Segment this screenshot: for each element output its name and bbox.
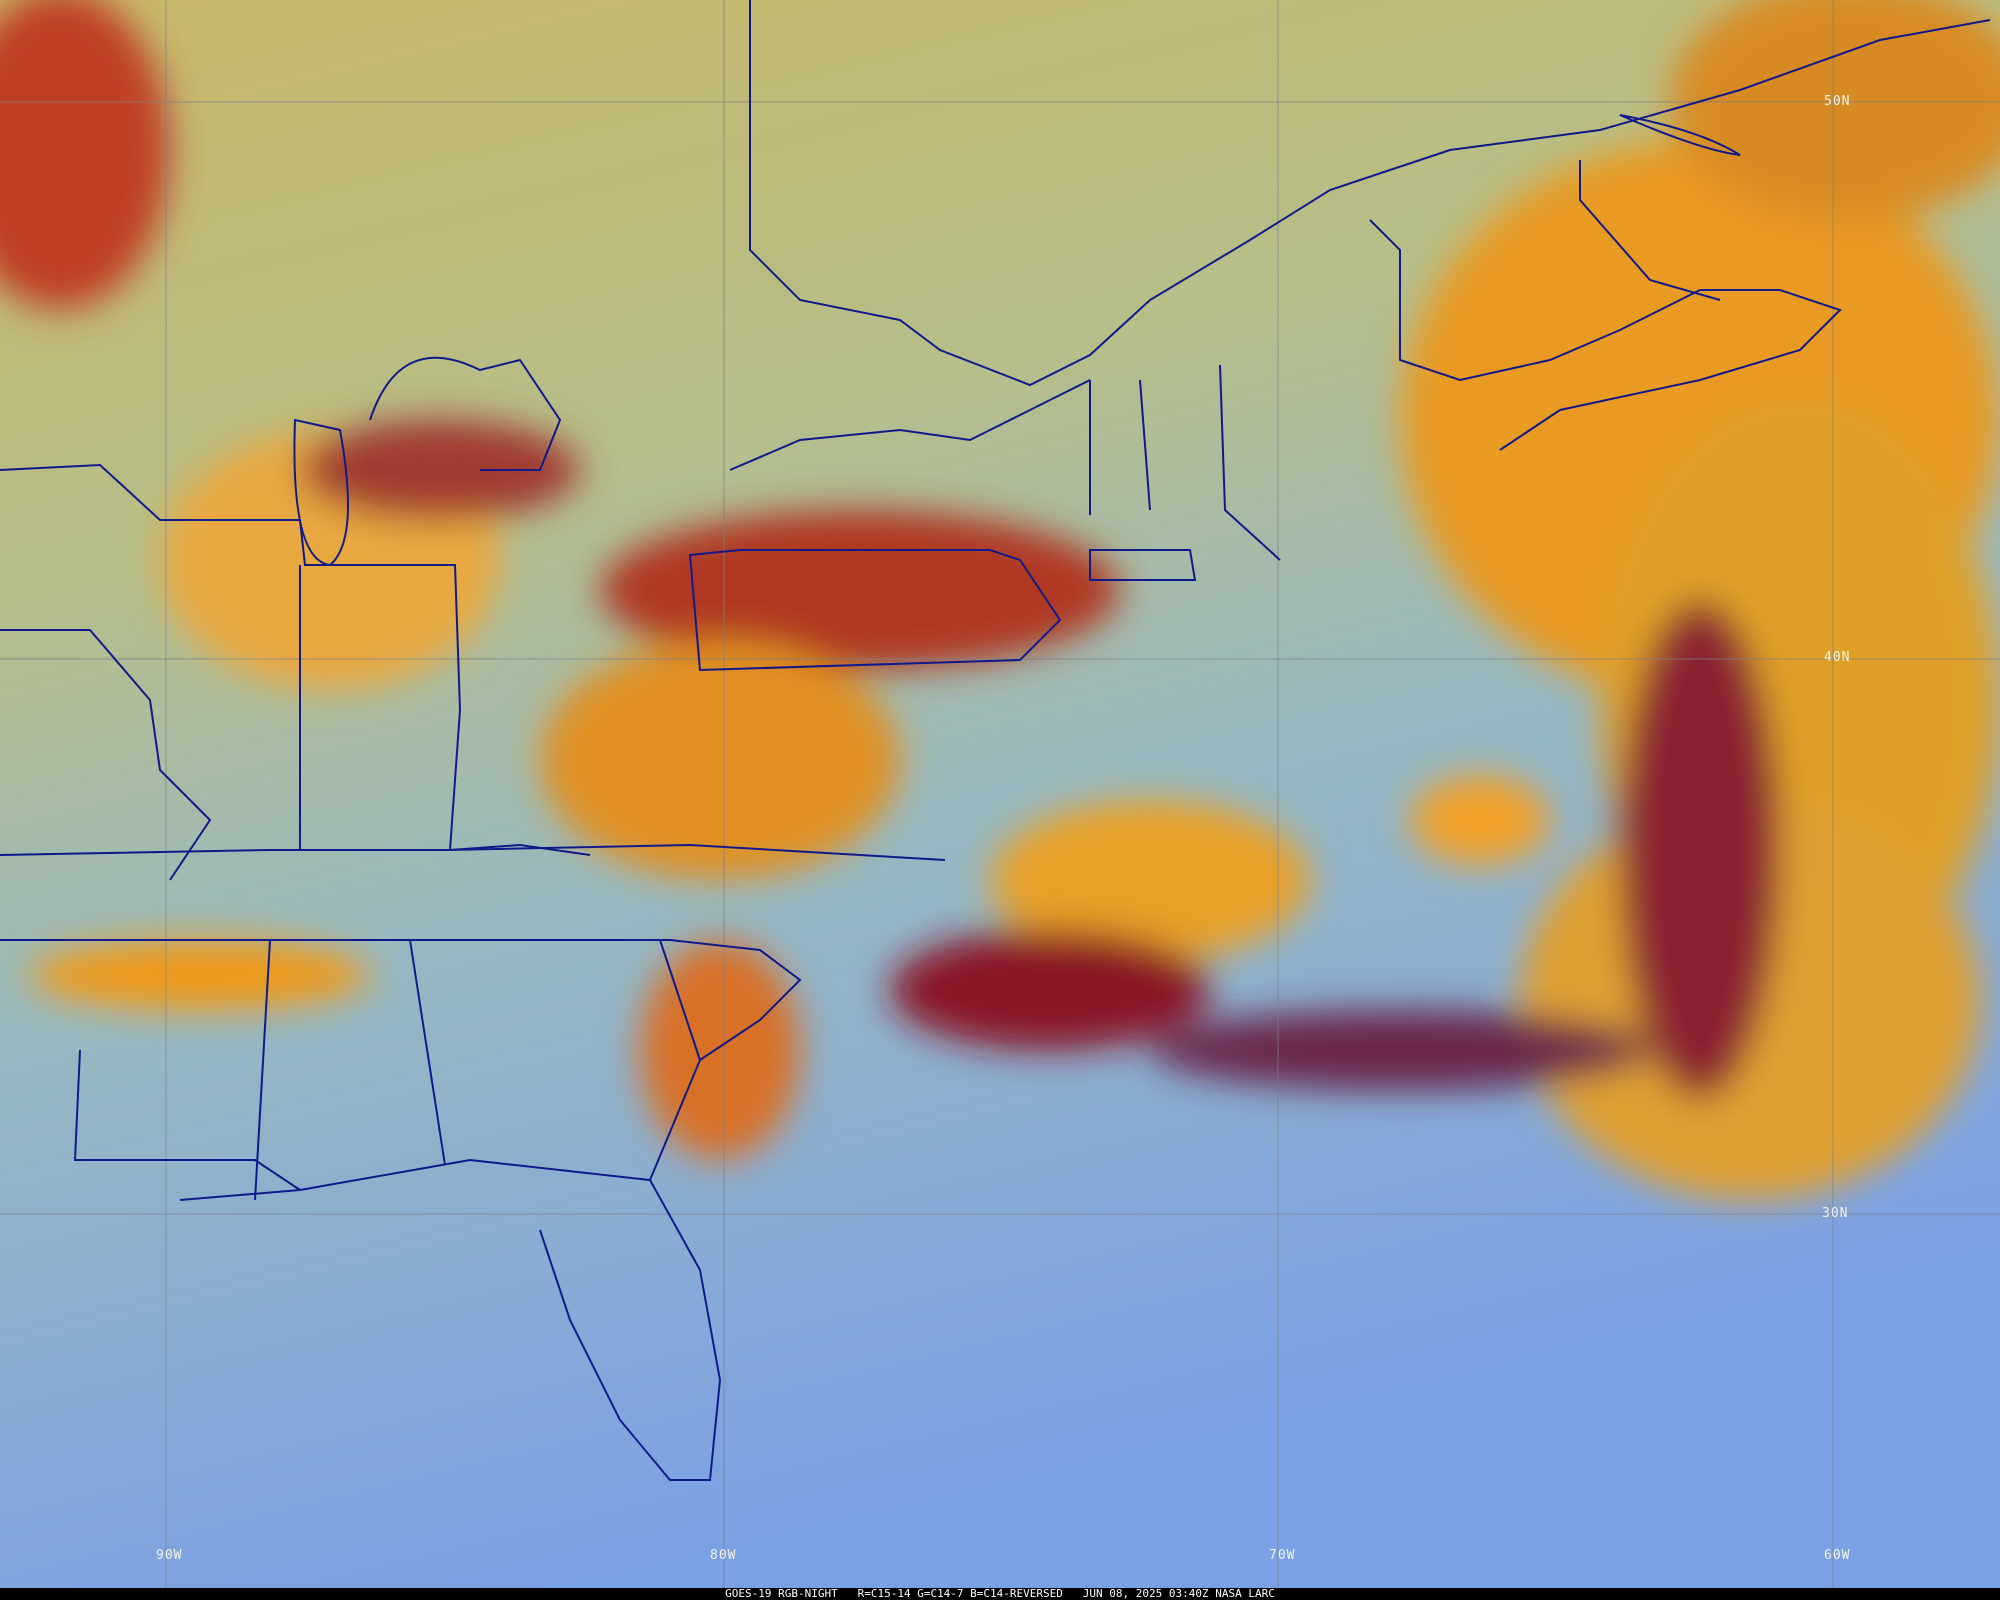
lon-label-70w: 70W (1269, 1548, 1296, 1563)
lat-label-30n: 30N (1822, 1206, 1849, 1221)
lat-label-50n: 50N (1824, 94, 1851, 109)
lon-label-80w: 80W (710, 1548, 737, 1563)
caption-datetime: JUN 08, 2025 03:40Z (1082, 1587, 1209, 1600)
caption-source: NASA LARC (1215, 1587, 1275, 1600)
cloud-layer (0, 0, 2000, 1200)
caption-satellite: GOES-19 RGB-NIGHT (725, 1587, 838, 1600)
boundary-lines (0, 0, 1991, 1481)
caption-channels: R=C15-14 G=C14-7 B=C14-REVERSED (857, 1587, 1063, 1600)
image-caption: GOES-19 RGB-NIGHT R=C15-14 G=C14-7 B=C14… (0, 1588, 2000, 1600)
lon-label-90w: 90W (156, 1548, 183, 1563)
lat-label-40n: 40N (1824, 650, 1851, 665)
lon-label-60w: 60W (1824, 1548, 1851, 1563)
